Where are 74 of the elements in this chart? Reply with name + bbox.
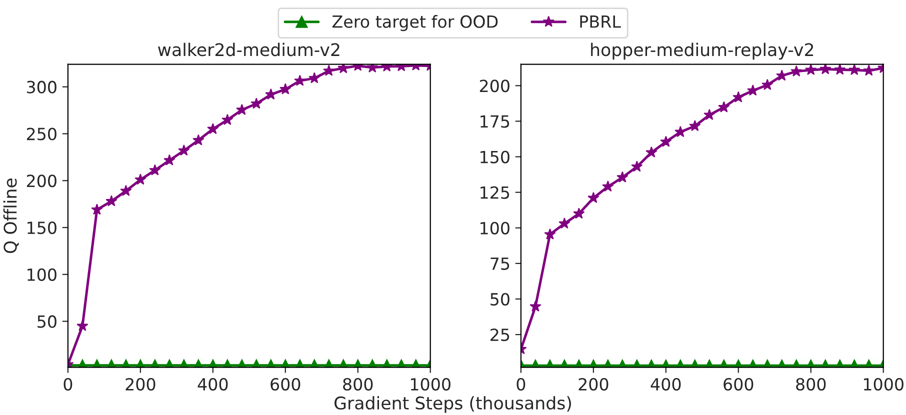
point <box>762 78 774 90</box>
y-tick-label: 175 <box>480 115 510 128</box>
y-tick-label: 150 <box>480 150 510 164</box>
point <box>790 65 802 76</box>
legend-label: Zero target for OOD <box>332 15 498 32</box>
point <box>530 300 542 312</box>
point <box>747 84 759 96</box>
point <box>323 64 335 76</box>
point <box>149 164 161 176</box>
point <box>558 218 570 229</box>
y-tick-label: 100 <box>480 222 510 234</box>
point <box>207 122 219 134</box>
point <box>631 160 643 172</box>
y-tick-label: 25 <box>490 328 510 342</box>
point <box>704 108 716 120</box>
chart-title: hopper-medium-replay-v2 <box>591 42 814 60</box>
y-tick-label: 150 <box>28 221 56 234</box>
point <box>236 104 248 115</box>
y-tick-label: 125 <box>480 186 510 199</box>
y-tick-label: 50 <box>38 315 56 328</box>
x-tick-label: 200 <box>578 378 608 391</box>
point <box>76 320 88 332</box>
x-tick-label: 0 <box>516 378 526 391</box>
x-tick-label: 200 <box>126 378 156 391</box>
point <box>718 101 730 112</box>
point <box>91 204 103 215</box>
point <box>863 64 875 76</box>
point <box>674 126 686 138</box>
x-tick-label: 600 <box>270 378 300 391</box>
y-axis-title: Q Offline <box>3 178 19 254</box>
x-tick-label: 400 <box>198 378 228 391</box>
point <box>265 88 277 100</box>
y-tick-label: 300 <box>26 80 56 94</box>
point <box>820 64 832 74</box>
y-tick-label: 200 <box>480 80 510 92</box>
y-tick-label: 200 <box>26 174 56 188</box>
x-tick-label: 1000 <box>410 378 450 391</box>
point <box>660 136 672 147</box>
point <box>134 174 146 185</box>
point <box>732 91 744 102</box>
point <box>192 134 204 146</box>
point <box>646 146 658 158</box>
x-tick-label: 800 <box>343 378 373 391</box>
point <box>250 98 262 109</box>
legend-label: PBRL <box>580 16 621 28</box>
point <box>106 195 118 206</box>
x-tick-label: 400 <box>650 378 681 391</box>
point <box>222 114 234 125</box>
point <box>544 228 556 240</box>
point <box>338 64 350 74</box>
point <box>805 64 817 76</box>
point <box>573 208 585 219</box>
point <box>308 72 320 84</box>
point <box>689 120 701 132</box>
point <box>164 154 176 166</box>
y-tick-label: 50 <box>490 292 510 306</box>
point <box>294 74 306 86</box>
y-tick-label: 250 <box>26 128 56 140</box>
x-tick-label: 800 <box>796 378 826 391</box>
chart-title: walker2d-medium-v2 <box>158 42 340 56</box>
point <box>178 144 190 156</box>
x-tick-label: 1000 <box>864 378 904 391</box>
y-tick-label: 100 <box>28 268 56 281</box>
x-tick-label: 600 <box>724 378 754 391</box>
point <box>848 64 860 76</box>
x-tick-label: 0 <box>64 378 72 391</box>
y-tick-label: 75 <box>490 258 510 270</box>
point <box>280 83 292 94</box>
point <box>834 64 846 75</box>
point <box>120 184 132 196</box>
point <box>616 171 628 182</box>
point <box>602 180 614 192</box>
x-axis-title: Gradient Steps (thousands) <box>334 396 571 413</box>
point <box>588 192 600 204</box>
